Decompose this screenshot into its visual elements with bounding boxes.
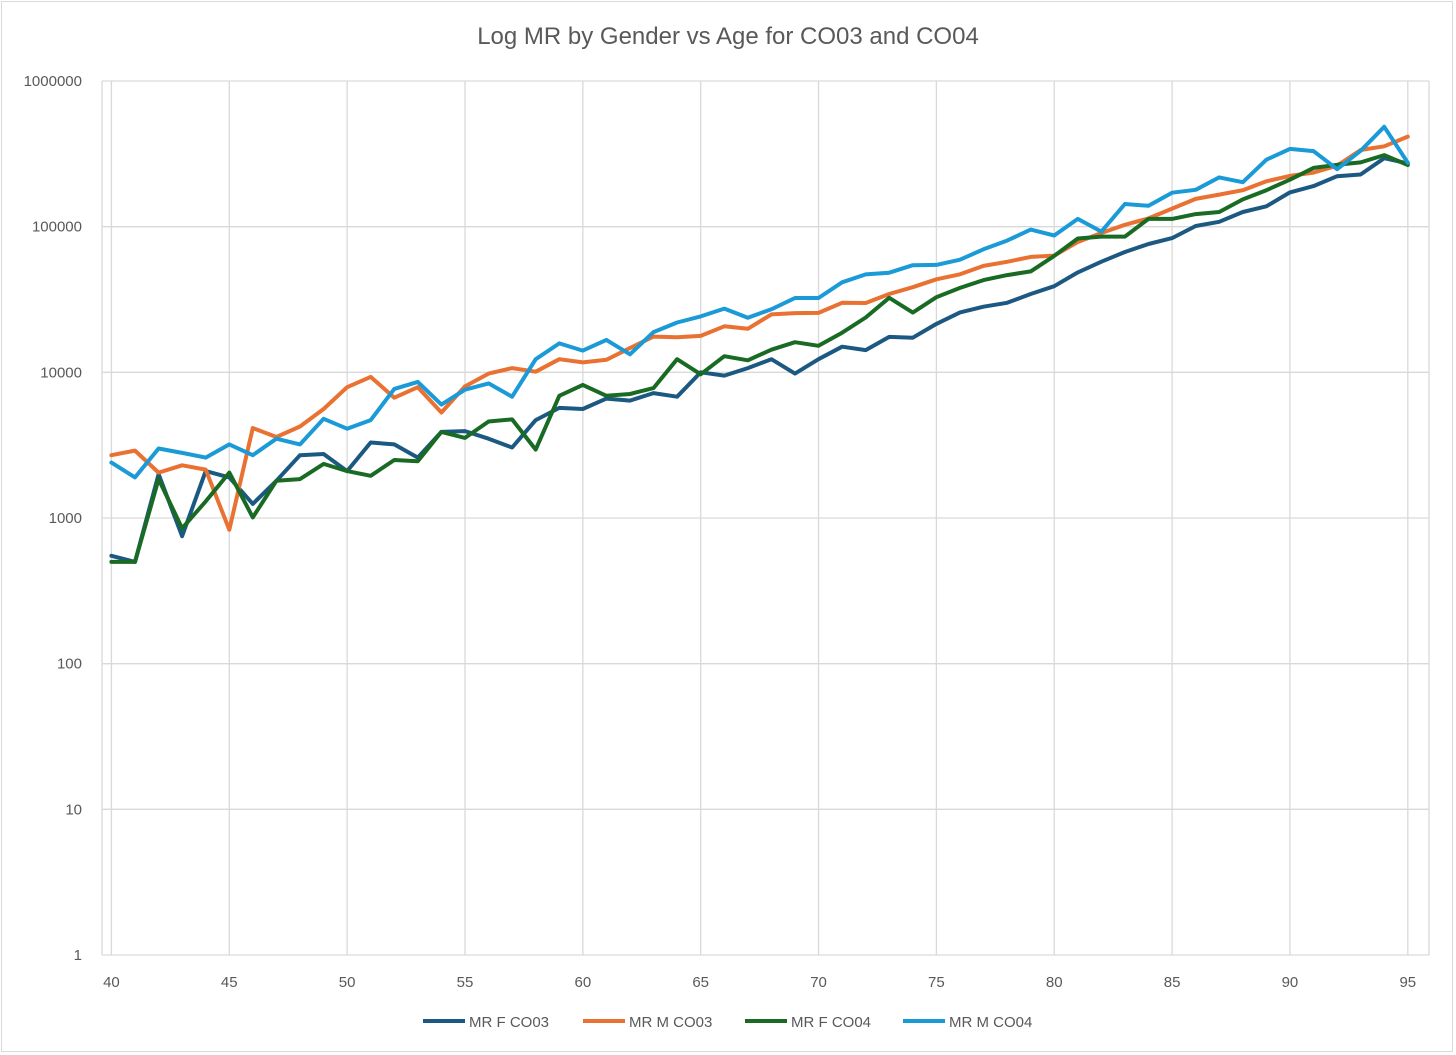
legend-label: MR M CO03: [629, 1014, 712, 1031]
x-tick-label: 50: [339, 974, 356, 991]
legend-label: MR F CO03: [469, 1014, 549, 1031]
y-tick-label: 10000: [40, 364, 82, 381]
series-line-mr-f-co04: [109, 153, 1410, 564]
series-line-mr-m-co04: [109, 124, 1410, 480]
x-tick-label: 55: [457, 974, 474, 991]
series-line-mr-f-co03: [109, 156, 1410, 564]
x-axis-tick-labels: 40 45 50 55 60 65 70 75 80 85 90 95: [103, 974, 1416, 991]
y-tick-label: 1000: [49, 510, 82, 527]
y-tick-label: 1000000: [24, 73, 82, 90]
y-tick-label: 10: [65, 801, 82, 818]
legend: MR F CO03 MR M CO03 MR F CO04 MR M CO04: [423, 1014, 1032, 1031]
y-tick-label: 100: [57, 656, 82, 673]
x-tick-label: 45: [221, 974, 238, 991]
x-tick-label: 95: [1399, 974, 1416, 991]
y-tick-label: 1: [74, 947, 82, 964]
x-tick-label: 70: [810, 974, 827, 991]
legend-label: MR M CO04: [949, 1014, 1032, 1031]
x-tick-label: 65: [692, 974, 709, 991]
series-line-mr-m-co03: [109, 134, 1410, 532]
x-tick-label: 90: [1282, 974, 1299, 991]
legend-label: MR F CO04: [791, 1014, 871, 1031]
gridlines: [101, 80, 1430, 956]
y-axis-tick-labels: 1 10 100 1000 10000 100000 1000000: [24, 73, 82, 964]
x-tick-label: 40: [103, 974, 120, 991]
series-lines: [109, 124, 1410, 564]
x-tick-label: 85: [1164, 974, 1181, 991]
x-tick-label: 80: [1046, 974, 1063, 991]
x-tick-label: 75: [928, 974, 945, 991]
y-tick-label: 100000: [32, 219, 82, 236]
chart-title: Log MR by Gender vs Age for CO03 and CO0…: [477, 23, 979, 50]
x-tick-label: 60: [574, 974, 591, 991]
